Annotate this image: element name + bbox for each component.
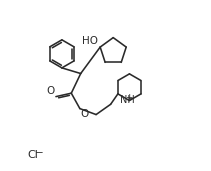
Text: +: + [125, 93, 133, 102]
Text: Cl: Cl [28, 150, 39, 160]
Text: O: O [81, 109, 89, 119]
Text: HO: HO [82, 36, 98, 46]
Text: O: O [47, 86, 55, 96]
Text: −: − [35, 148, 43, 157]
Text: NH: NH [120, 95, 134, 105]
